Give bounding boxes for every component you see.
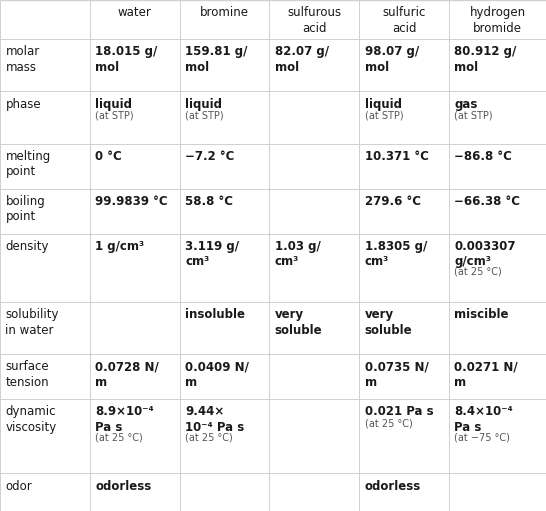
Text: 159.81 g/
mol: 159.81 g/ mol [185, 45, 247, 74]
Text: (at 25 °C): (at 25 °C) [365, 419, 412, 429]
Text: (at 25 °C): (at 25 °C) [185, 432, 233, 442]
Text: 0.0728 N/
m: 0.0728 N/ m [95, 360, 159, 389]
Text: (at 25 °C): (at 25 °C) [95, 432, 143, 442]
Text: insoluble: insoluble [185, 308, 245, 321]
Text: liquid: liquid [365, 98, 402, 110]
Text: 8.9×10⁻⁴
Pa s: 8.9×10⁻⁴ Pa s [95, 405, 154, 434]
Text: phase: phase [5, 98, 41, 110]
Text: very
soluble: very soluble [365, 308, 412, 337]
Text: odor: odor [5, 479, 32, 493]
Text: 0 °C: 0 °C [95, 150, 122, 162]
Text: (at STP): (at STP) [365, 111, 403, 121]
Text: solubility
in water: solubility in water [5, 308, 59, 337]
Text: 58.8 °C: 58.8 °C [185, 195, 233, 208]
Text: 82.07 g/
mol: 82.07 g/ mol [275, 45, 329, 74]
Text: 1.8305 g/
cm³: 1.8305 g/ cm³ [365, 240, 427, 268]
Text: 0.003307
g/cm³: 0.003307 g/cm³ [454, 240, 516, 268]
Text: sulfurous
acid: sulfurous acid [287, 6, 341, 35]
Text: (at STP): (at STP) [95, 111, 134, 121]
Text: 0.0735 N/
m: 0.0735 N/ m [365, 360, 429, 389]
Text: −86.8 °C: −86.8 °C [454, 150, 512, 162]
Text: odorless: odorless [95, 479, 151, 493]
Text: 18.015 g/
mol: 18.015 g/ mol [95, 45, 157, 74]
Text: 80.912 g/
mol: 80.912 g/ mol [454, 45, 517, 74]
Text: density: density [5, 240, 49, 253]
Text: boiling
point: boiling point [5, 195, 45, 223]
Text: surface
tension: surface tension [5, 360, 49, 389]
Text: water: water [118, 6, 152, 19]
Text: 0.0271 N/
m: 0.0271 N/ m [454, 360, 518, 389]
Text: 9.44×
10⁻⁴ Pa s: 9.44× 10⁻⁴ Pa s [185, 405, 244, 434]
Text: very
soluble: very soluble [275, 308, 323, 337]
Text: liquid: liquid [95, 98, 132, 110]
Text: odorless: odorless [365, 479, 421, 493]
Text: 1 g/cm³: 1 g/cm³ [95, 240, 144, 253]
Text: (at STP): (at STP) [185, 111, 224, 121]
Text: (at 25 °C): (at 25 °C) [454, 267, 502, 276]
Text: 8.4×10⁻⁴
Pa s: 8.4×10⁻⁴ Pa s [454, 405, 513, 434]
Text: 3.119 g/
cm³: 3.119 g/ cm³ [185, 240, 239, 268]
Text: molar
mass: molar mass [5, 45, 40, 74]
Text: −7.2 °C: −7.2 °C [185, 150, 234, 162]
Text: −66.38 °C: −66.38 °C [454, 195, 520, 208]
Text: 279.6 °C: 279.6 °C [365, 195, 420, 208]
Text: dynamic
viscosity: dynamic viscosity [5, 405, 57, 434]
Text: melting
point: melting point [5, 150, 51, 178]
Text: 98.07 g/
mol: 98.07 g/ mol [365, 45, 419, 74]
Text: liquid: liquid [185, 98, 222, 110]
Text: 0.0409 N/
m: 0.0409 N/ m [185, 360, 249, 389]
Text: (at −75 °C): (at −75 °C) [454, 432, 511, 442]
Text: 1.03 g/
cm³: 1.03 g/ cm³ [275, 240, 321, 268]
Text: hydrogen
bromide: hydrogen bromide [470, 6, 526, 35]
Text: bromine: bromine [200, 6, 249, 19]
Text: miscible: miscible [454, 308, 509, 321]
Text: 0.021 Pa s: 0.021 Pa s [365, 405, 433, 419]
Text: 99.9839 °C: 99.9839 °C [95, 195, 168, 208]
Text: (at STP): (at STP) [454, 111, 493, 121]
Text: gas: gas [454, 98, 478, 110]
Text: 10.371 °C: 10.371 °C [365, 150, 429, 162]
Text: sulfuric
acid: sulfuric acid [382, 6, 426, 35]
